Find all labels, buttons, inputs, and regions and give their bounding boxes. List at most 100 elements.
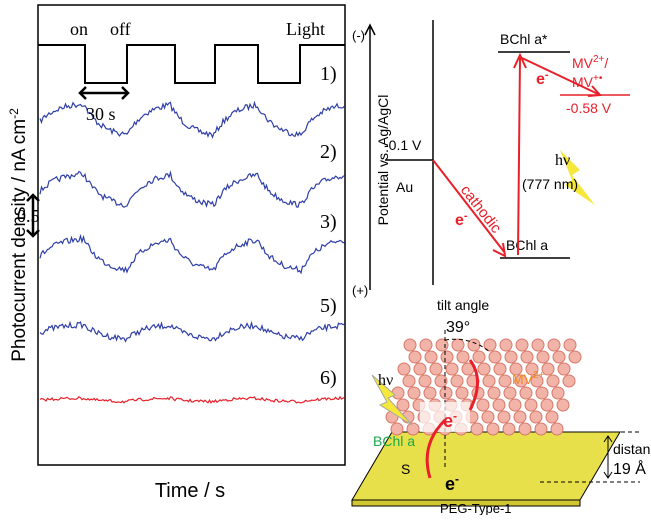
distance-label: distance bbox=[613, 441, 651, 457]
t: +• bbox=[593, 73, 603, 84]
lipid-head bbox=[519, 423, 531, 435]
excited-label: BChl a* bbox=[500, 31, 548, 47]
t: e bbox=[445, 474, 455, 494]
lipid-head bbox=[487, 423, 499, 435]
lipid-head bbox=[500, 339, 512, 351]
lipid-head bbox=[457, 351, 469, 363]
trace-label: 5) bbox=[320, 295, 337, 317]
t: MV bbox=[572, 55, 594, 71]
lipid-head bbox=[446, 363, 458, 375]
figure: on off Light 1) 2) 3) 5) 6) 30 s 0.5 Pho… bbox=[0, 0, 651, 515]
trace bbox=[40, 397, 345, 403]
bottom-sign: (+) bbox=[352, 283, 368, 298]
lipid-head bbox=[420, 339, 432, 351]
light-wave bbox=[38, 45, 345, 83]
lipid-head bbox=[498, 411, 510, 423]
photon-label: hν bbox=[555, 152, 570, 169]
lipid-head bbox=[489, 351, 501, 363]
lipid-head bbox=[397, 399, 409, 411]
lipid-head bbox=[537, 351, 549, 363]
trace bbox=[40, 322, 345, 341]
ground-label: BChl a bbox=[506, 237, 548, 253]
lipid-head bbox=[419, 375, 431, 387]
pigment-label: BChl a bbox=[373, 433, 415, 449]
lipid-head bbox=[535, 423, 547, 435]
lipid-head bbox=[452, 339, 464, 351]
lipid-head bbox=[482, 411, 494, 423]
lipid-head bbox=[552, 387, 564, 399]
au-level-label: -0.1 V bbox=[384, 137, 422, 153]
t: - bbox=[455, 472, 459, 486]
lipid-head bbox=[451, 375, 463, 387]
time-scale-arrow bbox=[80, 87, 128, 99]
mv-bottom: MV+• bbox=[572, 73, 603, 90]
au-label: Au bbox=[396, 179, 413, 195]
lipid-head bbox=[424, 387, 436, 399]
lipid-head bbox=[456, 387, 468, 399]
potential-axis bbox=[365, 25, 375, 290]
lipid-head bbox=[392, 387, 404, 399]
sulfur-label: S bbox=[401, 461, 410, 477]
lipid-head bbox=[547, 375, 559, 387]
trace bbox=[40, 236, 345, 273]
lipid-head bbox=[471, 423, 483, 435]
lipid-head bbox=[569, 351, 581, 363]
x-axis-label: Time / s bbox=[155, 480, 225, 502]
left-panel: on off Light 1) 2) 3) 5) 6) 30 s 0.5 Pho… bbox=[7, 5, 345, 502]
distance-value: 19 Å bbox=[613, 459, 646, 478]
off-label: off bbox=[110, 19, 131, 39]
e-label: e- bbox=[536, 69, 549, 88]
mv-level-label: -0.58 V bbox=[566, 100, 612, 116]
lipid-head bbox=[398, 363, 410, 375]
e-label: e- bbox=[455, 210, 468, 229]
photon-label: hν bbox=[378, 372, 393, 389]
t: - bbox=[545, 69, 549, 81]
top-sign: (-) bbox=[352, 28, 365, 43]
wavelength: (777 nm) bbox=[522, 176, 578, 192]
time-scale: 30 s bbox=[86, 104, 116, 124]
angle-label: 39° bbox=[446, 319, 470, 336]
light-label: Light bbox=[286, 19, 325, 39]
mv-top: MV2+/ bbox=[572, 54, 608, 71]
t: - bbox=[464, 210, 468, 222]
lipid-head bbox=[478, 363, 490, 375]
lipid-head bbox=[525, 399, 537, 411]
lipid-head bbox=[521, 351, 533, 363]
surface-label: PEG-Type-1 bbox=[440, 501, 512, 515]
lipid-head bbox=[425, 351, 437, 363]
lipid-head bbox=[408, 387, 420, 399]
on-label: on bbox=[70, 19, 88, 39]
lipid-head bbox=[546, 411, 558, 423]
lipid-head bbox=[520, 387, 532, 399]
trace bbox=[40, 172, 345, 208]
lipid-head bbox=[509, 399, 521, 411]
lipid-head bbox=[514, 411, 526, 423]
lipid-head bbox=[541, 399, 553, 411]
y-label-text: Photocurrent density / nA cm bbox=[9, 119, 30, 362]
lipid-head bbox=[551, 423, 563, 435]
t: 2+ bbox=[533, 370, 545, 381]
lipid-head bbox=[548, 339, 560, 351]
t: e bbox=[455, 212, 464, 229]
lipid-head bbox=[404, 339, 416, 351]
lipid-head bbox=[494, 363, 506, 375]
lipid-head bbox=[532, 339, 544, 351]
lipid-head bbox=[558, 363, 570, 375]
lipid-head bbox=[403, 375, 415, 387]
lipid-head bbox=[488, 387, 500, 399]
cartoon: tilt angle 39° MV2+ hν e- e- BChl a S di… bbox=[352, 297, 651, 515]
lipid-head bbox=[414, 363, 426, 375]
y-axis-label: Photocurrent density / nA cm-2 bbox=[7, 108, 30, 362]
y-label-exp: -2 bbox=[7, 108, 21, 119]
lipid-head bbox=[493, 399, 505, 411]
lipid-head bbox=[473, 351, 485, 363]
lipid-head bbox=[477, 399, 489, 411]
lipid-head bbox=[436, 339, 448, 351]
lipid-head bbox=[536, 387, 548, 399]
lipid-head bbox=[483, 375, 495, 387]
lipid-head bbox=[505, 351, 517, 363]
lipid-head bbox=[499, 375, 511, 387]
trace-label: 2) bbox=[320, 141, 337, 163]
lipid-head bbox=[563, 375, 575, 387]
lipid-head bbox=[440, 387, 452, 399]
